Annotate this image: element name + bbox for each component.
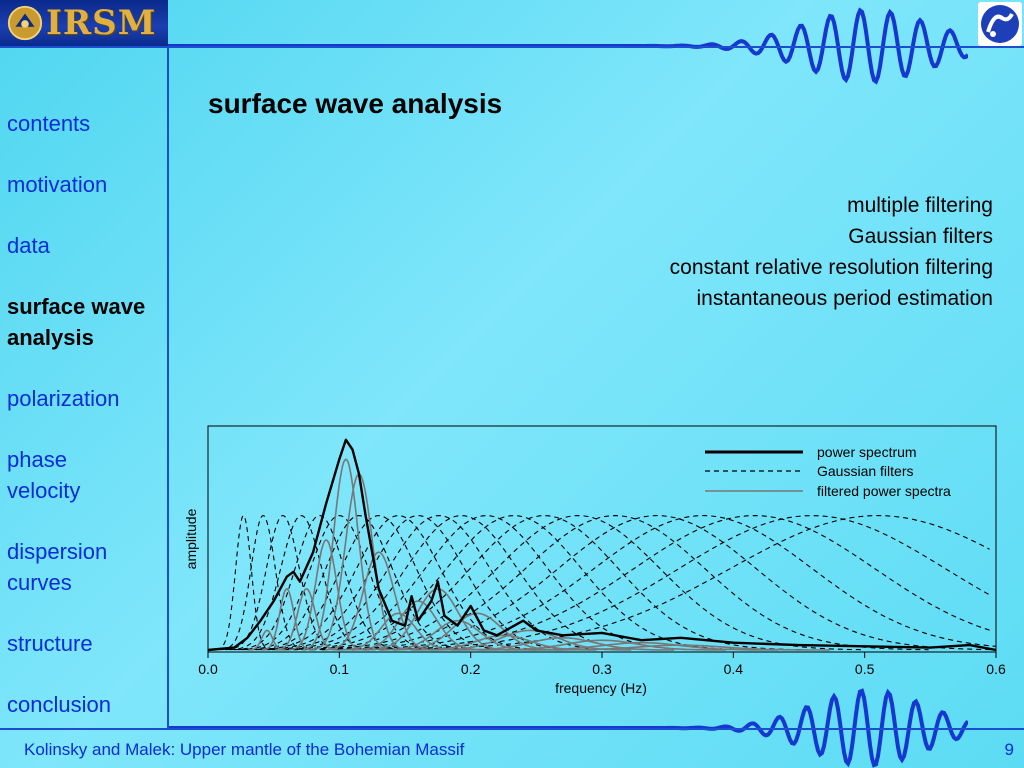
filtered-spectrum-line	[351, 600, 485, 651]
x-tick-label: 0.1	[330, 661, 350, 677]
filtered-spectrum-line	[302, 458, 390, 651]
bullet-item: constant relative resolution filtering	[669, 256, 993, 279]
spectrum-chart: 0.0 0.1 0.2 0.3 0.4 0.5 0.6 frequency (Hz) amp…	[183, 425, 1006, 696]
gaussian-filter-line	[229, 515, 374, 651]
logo-text: IRSM	[46, 3, 157, 43]
sidebar-rule	[167, 46, 169, 730]
x-tick-label: 0.5	[855, 661, 875, 677]
gaussian-filter-line	[311, 515, 992, 651]
sidebar-item-conclusion[interactable]: conclusion	[7, 692, 111, 717]
sidebar-item-motivation[interactable]: motivation	[7, 172, 108, 197]
gaussian-filter-line	[362, 515, 990, 651]
gaussian-filter-line	[321, 515, 996, 651]
slide-title: surface wave analysis	[208, 88, 503, 119]
legend: power spectrum Gaussian filters filtered…	[705, 444, 951, 499]
gaussian-filter-line	[216, 514, 271, 651]
irsm-seal-icon	[7, 5, 43, 41]
sidebar-item-contents[interactable]: contents	[7, 111, 91, 136]
institute-emblem-icon	[978, 2, 1022, 46]
gaussian-filter-line	[285, 515, 804, 651]
footer-rule	[0, 728, 1024, 730]
gaussian-filter-line	[293, 515, 864, 651]
header-rule	[0, 46, 1024, 48]
filtered-spectrum-line	[531, 644, 830, 651]
x-tick-label: 0.0	[198, 661, 218, 677]
filtered-spectrum-line	[365, 588, 511, 651]
sidebar-item-structure[interactable]: structure	[7, 631, 93, 656]
x-tick-label: 0.2	[461, 661, 481, 677]
header-bar: IRSM	[0, 0, 1024, 90]
power-spectrum-line	[207, 438, 997, 652]
sidebar-item-polarization[interactable]: polarization	[7, 386, 120, 411]
gaussian-filter-line	[233, 515, 406, 651]
filtered-spectrum-line	[261, 588, 312, 651]
gaussian-filter-line	[256, 515, 580, 651]
x-tick-label: 0.3	[592, 661, 612, 677]
sidebar-item-surface-wave-analysis[interactable]: surface wave analysis	[7, 294, 146, 350]
legend-label-gaussian-filters: Gaussian filters	[817, 463, 913, 479]
bullet-item: Gaussian filters	[848, 225, 993, 248]
footer-citation: Kolinsky and Malek: Upper mantle of the …	[24, 740, 465, 759]
gaussian-filter-line	[278, 515, 750, 651]
gaussian-filter-line	[261, 515, 618, 651]
sidebar-item-phase-velocity[interactable]: phase velocity	[7, 447, 81, 503]
gaussian-filter-line	[247, 515, 511, 651]
sidebar-item-data[interactable]: data	[7, 233, 50, 258]
gaussian-filter-line	[271, 515, 701, 651]
bullet-item: multiple filtering	[847, 194, 993, 217]
bullet-list: multiple filtering Gaussian filters cons…	[670, 190, 993, 314]
filtered-spectrum-line	[378, 619, 537, 651]
sidebar-item-dispersion-curves[interactable]: dispersion curves	[7, 539, 108, 595]
gaussian-filter-line	[238, 515, 441, 651]
filtered-spectrum-line	[338, 612, 459, 651]
gaussian-filter-line	[301, 515, 929, 651]
legend-label-power-spectrum: power spectrum	[817, 444, 917, 460]
legend-label-filtered-power-spectra: filtered power spectra	[817, 483, 951, 499]
sidebar-nav: contents motivation data surface wave an…	[7, 108, 167, 750]
page-number: 9	[1004, 740, 1014, 759]
gaussian-filter-line	[333, 515, 993, 651]
x-tick-label: 0.6	[986, 661, 1006, 677]
bullet-item: instantaneous period estimation	[696, 287, 993, 310]
filtered-spectrum-line	[392, 612, 562, 651]
x-tick-label: 0.4	[724, 661, 744, 677]
y-axis-label: amplitude	[183, 508, 199, 569]
gaussian-filter-line	[220, 515, 306, 651]
gaussian-filter-line	[346, 515, 991, 651]
filtered-spectrum-line	[275, 588, 338, 651]
filtered-spectrum-line	[288, 539, 364, 651]
filtered-spectrum-line	[324, 551, 433, 651]
x-axis-label: frequency (Hz)	[555, 680, 647, 696]
irsm-logo: IRSM	[0, 0, 168, 46]
